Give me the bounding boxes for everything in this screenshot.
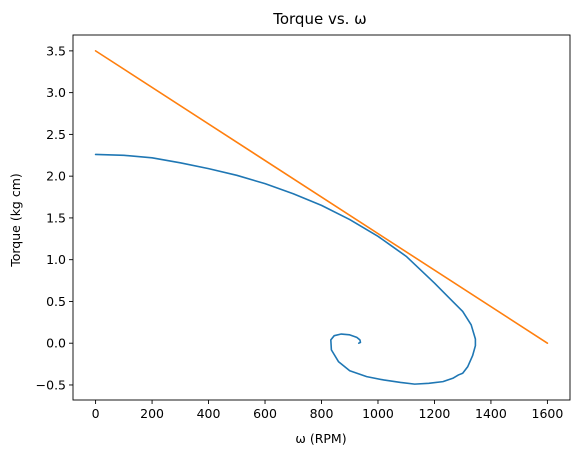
y-tick-label-5: 2.0 (46, 169, 66, 184)
x-tick-label-1400: 1400 (475, 406, 507, 421)
x-tick-label-200: 200 (140, 406, 164, 421)
x-tick-label-0: 0 (92, 406, 100, 421)
y-tick-label-8: 3.5 (46, 43, 66, 58)
x-tick-label-1200: 1200 (419, 406, 451, 421)
y-axis-label: Torque (kg cm) (8, 173, 23, 268)
y-tick-label-7: 3.0 (46, 85, 66, 100)
x-tick-label-1000: 1000 (362, 406, 394, 421)
x-tick-label-400: 400 (197, 406, 221, 421)
series-line-1 (94, 153, 477, 385)
y-tick-label-4: 1.5 (46, 210, 66, 225)
y-tick-label-0: −0.5 (36, 377, 66, 392)
y-tick-label-6: 2.5 (46, 127, 66, 142)
chart-title: Torque vs. ω (272, 10, 367, 28)
y-tick-label-2: 0.5 (46, 294, 66, 309)
y-tick-label-3: 1.0 (46, 252, 66, 267)
x-axis-label: ω (RPM) (295, 431, 346, 446)
y-tick-label-1: 0.0 (46, 336, 66, 351)
x-tick-label-800: 800 (310, 406, 334, 421)
series-line-2 (94, 50, 549, 345)
plot-area: 0 200 400 600 800 1000 1200 1400 1600 −0.5 0.0 0.5 1… (36, 34, 571, 421)
x-tick-label-1600: 1600 (532, 406, 564, 421)
x-tick-label-600: 600 (253, 406, 277, 421)
